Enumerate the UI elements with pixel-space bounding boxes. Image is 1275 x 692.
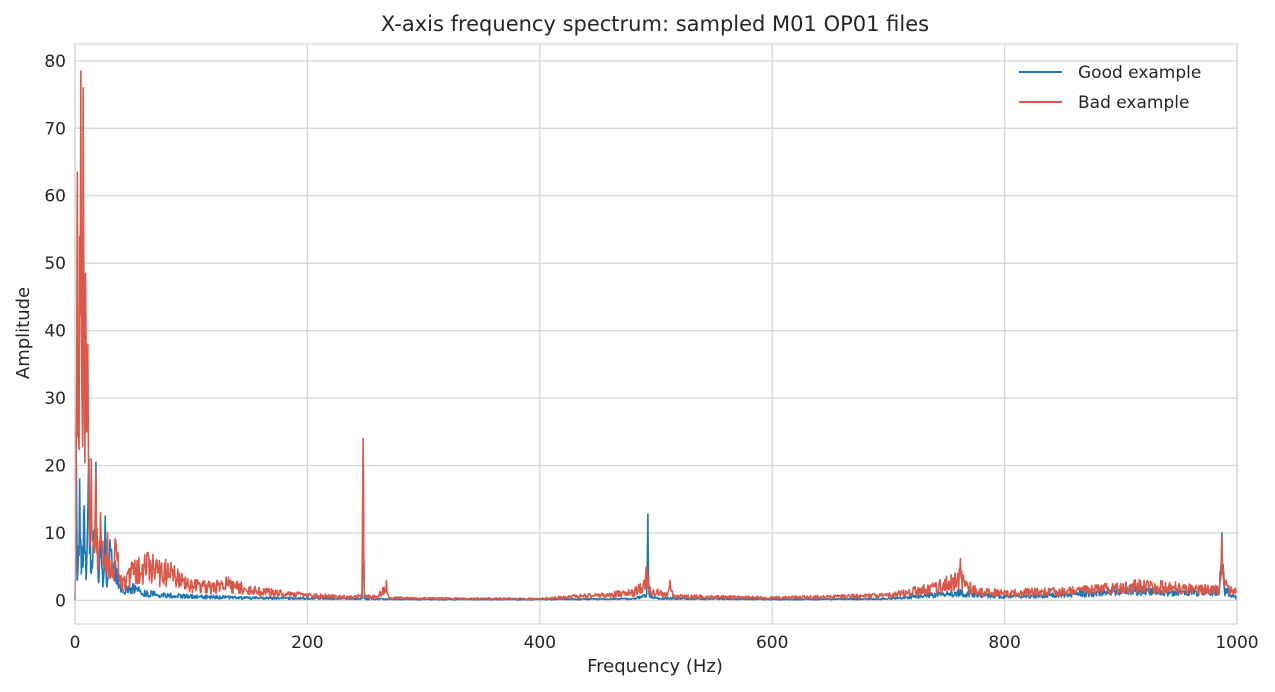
- y-tick-label: 50: [44, 254, 66, 274]
- x-tick-label: 400: [524, 633, 556, 653]
- y-axis-label: Amplitude: [13, 287, 34, 379]
- x-tick-label: 600: [756, 633, 788, 653]
- x-axis-label: Frequency (Hz): [587, 656, 723, 677]
- series-layer: [74, 70, 1238, 601]
- x-axis-ticks: 0 200 400 600 800 1000: [70, 633, 1259, 653]
- series-line: [74, 70, 1238, 601]
- y-tick-label: 40: [44, 322, 66, 342]
- y-tick-label: 20: [44, 457, 66, 477]
- y-tick-label: 0: [55, 591, 66, 611]
- plot-frame: [74, 43, 1238, 625]
- x-tick-label: 0: [70, 633, 81, 653]
- y-tick-label: 60: [44, 187, 66, 207]
- y-tick-label: 30: [44, 389, 66, 409]
- grid: [74, 44, 1238, 624]
- y-tick-label: 80: [44, 52, 66, 72]
- legend: Good example Bad example: [1019, 63, 1201, 113]
- legend-label: Bad example: [1078, 93, 1189, 113]
- y-tick-label: 70: [44, 119, 66, 139]
- y-tick-label: 10: [44, 524, 66, 544]
- y-axis-ticks: 0 10 20 30 40 50 60 70 80: [44, 52, 66, 612]
- x-tick-label: 1000: [1215, 633, 1258, 653]
- x-tick-label: 800: [988, 633, 1020, 653]
- chart-title: X-axis frequency spectrum: sampled M01 O…: [381, 12, 929, 36]
- x-tick-label: 200: [291, 633, 323, 653]
- legend-label: Good example: [1078, 63, 1201, 83]
